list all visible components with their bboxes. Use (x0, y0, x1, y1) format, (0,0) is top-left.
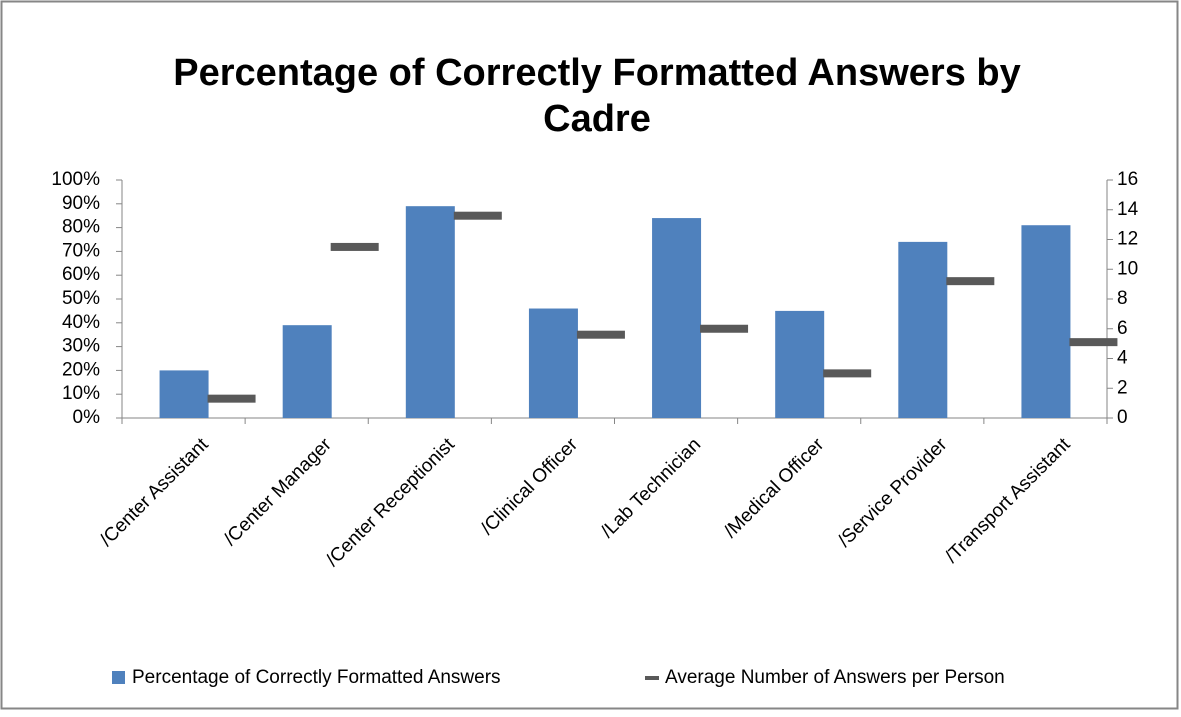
bar (898, 241, 948, 418)
dash-marker (207, 394, 256, 403)
dash-marker (823, 369, 872, 378)
y-tick-label: 80% (62, 217, 100, 238)
y2-tick-label: 0 (1117, 407, 1128, 428)
y2-tick-label: 10 (1117, 258, 1138, 279)
y-tick-label: 40% (62, 312, 100, 333)
legend-swatch (645, 676, 659, 680)
y2-tick-label: 12 (1117, 229, 1138, 250)
dash-marker (576, 330, 625, 339)
y-tick-label: 10% (62, 383, 100, 404)
y-tick-label: 20% (62, 359, 100, 380)
y-tick-label: 60% (62, 264, 100, 285)
bar (1021, 225, 1071, 418)
dash-marker (330, 242, 379, 251)
bar (405, 206, 455, 418)
y-tick-label: 70% (62, 240, 100, 261)
y2-tick-label: 8 (1117, 288, 1128, 309)
legend-swatch (112, 671, 125, 684)
y2-tick-label: 14 (1117, 199, 1139, 220)
y-tick-label: 90% (62, 193, 100, 214)
y2-tick-label: 16 (1117, 169, 1138, 190)
legend-label: Average Number of Answers per Person (665, 667, 1005, 688)
legend-label: Percentage of Correctly Formatted Answer… (132, 667, 501, 688)
bar (652, 218, 702, 418)
bar (528, 308, 578, 418)
bar (282, 325, 332, 418)
dash-marker (453, 211, 502, 220)
bar (159, 370, 209, 418)
y-tick-label: 30% (62, 336, 100, 357)
y-tick-label: 50% (62, 288, 100, 309)
y2-tick-label: 6 (1117, 318, 1128, 339)
y-tick-label: 100% (51, 169, 100, 190)
dash-marker (1069, 338, 1118, 347)
y-tick-label: 0% (73, 407, 101, 428)
bar (775, 310, 825, 418)
dash-marker (700, 324, 749, 333)
chart-title: Percentage of Correctly Formatted Answer… (173, 52, 1021, 140)
y2-tick-label: 4 (1117, 348, 1128, 369)
dash-marker (946, 277, 995, 286)
y2-tick-label: 2 (1117, 377, 1128, 398)
